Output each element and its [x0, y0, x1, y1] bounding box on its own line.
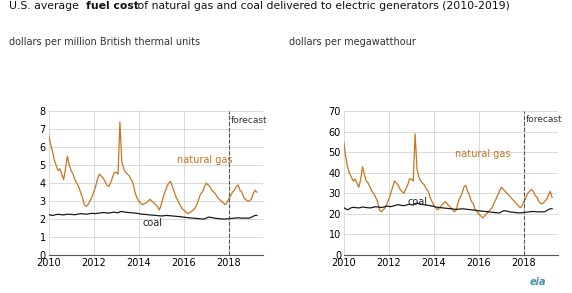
Text: natural gas: natural gas — [177, 155, 232, 165]
Text: coal: coal — [143, 218, 163, 228]
Text: U.S. average: U.S. average — [9, 1, 82, 11]
Text: coal: coal — [408, 197, 428, 207]
Text: natural gas: natural gas — [455, 149, 511, 159]
Text: eia: eia — [530, 277, 546, 287]
Text: fuel cost: fuel cost — [86, 1, 138, 11]
Text: dollars per megawatthour: dollars per megawatthour — [289, 37, 416, 47]
Text: forecast: forecast — [231, 116, 267, 125]
Text: forecast: forecast — [526, 115, 562, 124]
Text: dollars per million British thermal units: dollars per million British thermal unit… — [9, 37, 200, 47]
Text: of natural gas and coal delivered to electric generators (2010-2019): of natural gas and coal delivered to ele… — [134, 1, 510, 11]
